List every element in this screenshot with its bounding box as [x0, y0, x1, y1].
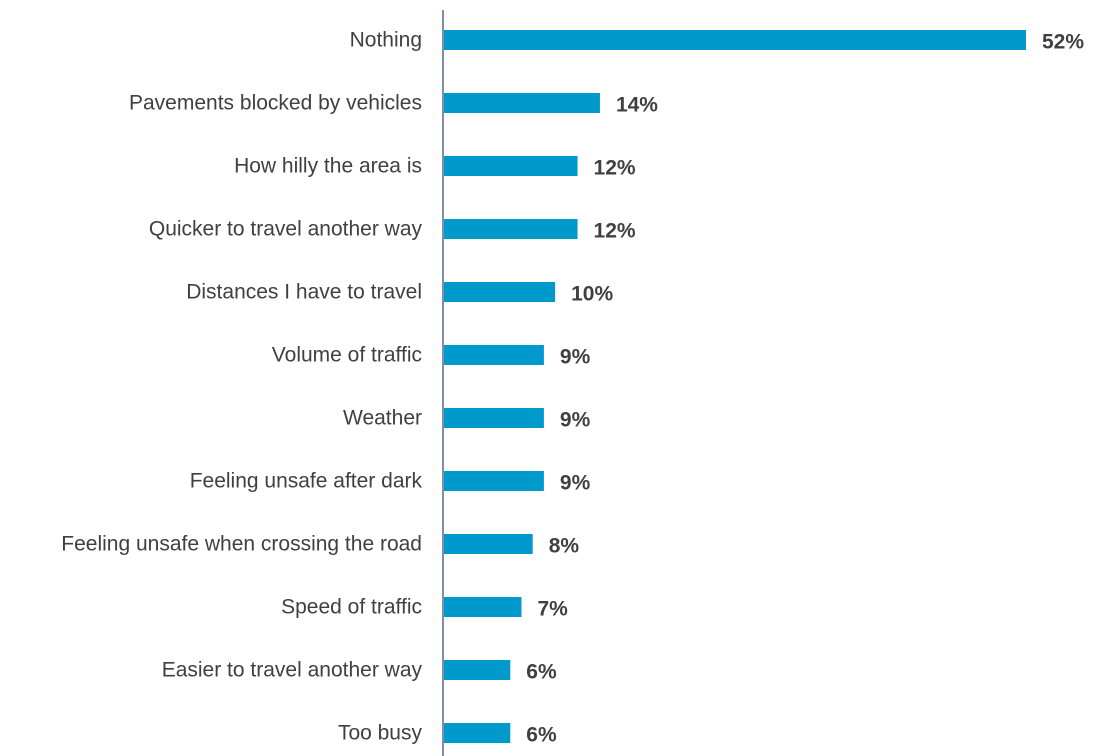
bar: [443, 282, 556, 302]
category-label: Easier to travel another way: [162, 659, 423, 682]
bar: [443, 660, 511, 680]
bars-group: [443, 30, 1026, 743]
bar: [443, 534, 533, 554]
value-labels-group: 52% 14% 12% 12% 10% 9% 9% 9% 8% 7% 6% 6%: [526, 31, 1084, 747]
bar: [443, 597, 522, 617]
category-label: How hilly the area is: [234, 155, 422, 178]
category-label: Speed of traffic: [281, 596, 422, 619]
category-label: Distances I have to travel: [186, 281, 422, 304]
category-labels-group: Nothing Pavements blocked by vehicles How …: [61, 29, 422, 745]
category-label: Quicker to travel another way: [149, 218, 423, 241]
category-label: Feeling unsafe when crossing the road: [61, 533, 422, 556]
value-label: 12%: [594, 220, 636, 243]
bar: [443, 30, 1026, 50]
category-label: Pavements blocked by vehicles: [129, 92, 422, 115]
bar: [443, 219, 578, 239]
bar: [443, 93, 600, 113]
bar: [443, 345, 544, 365]
value-label: 9%: [560, 409, 591, 432]
bar: [443, 408, 544, 428]
value-label: 14%: [616, 94, 658, 117]
bar: [443, 471, 544, 491]
value-label: 9%: [560, 472, 591, 495]
category-label: Weather: [343, 407, 422, 430]
value-label: 7%: [537, 598, 568, 621]
category-label: Nothing: [350, 29, 422, 52]
value-label: 8%: [549, 535, 580, 558]
category-label: Volume of traffic: [272, 344, 422, 367]
bar: [443, 723, 511, 743]
value-label: 52%: [1042, 31, 1084, 54]
value-label: 6%: [526, 661, 557, 684]
value-label: 9%: [560, 346, 591, 369]
bar: [443, 156, 578, 176]
category-label: Too busy: [338, 722, 423, 745]
value-label: 6%: [526, 724, 557, 747]
value-label: 12%: [594, 157, 636, 180]
value-label: 10%: [571, 283, 613, 306]
category-label: Feeling unsafe after dark: [190, 470, 423, 493]
